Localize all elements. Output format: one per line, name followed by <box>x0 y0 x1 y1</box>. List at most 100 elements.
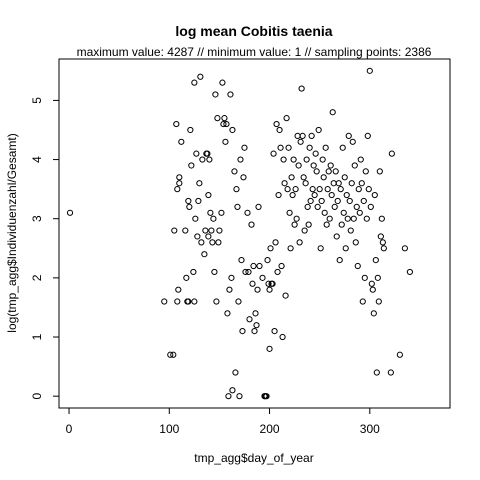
data-point <box>307 197 314 205</box>
data-point <box>161 298 168 305</box>
data-point <box>202 227 209 234</box>
data-point <box>316 186 323 193</box>
data-point <box>315 126 322 134</box>
data-point <box>286 209 293 216</box>
data-point <box>285 144 292 151</box>
data-point <box>358 180 365 187</box>
data-point <box>360 197 367 205</box>
data-point <box>264 257 271 264</box>
data-point <box>237 156 244 163</box>
data-point <box>173 120 180 128</box>
data-point <box>292 186 299 193</box>
data-point <box>287 245 294 252</box>
data-point <box>278 262 285 270</box>
x-tick-label: 300 <box>360 422 380 436</box>
data-point <box>242 268 249 276</box>
x-tick-label: 100 <box>159 422 179 436</box>
x-axis-label: tmp_agg$day_of_year <box>194 451 313 465</box>
data-point <box>373 369 380 376</box>
data-point <box>279 333 286 341</box>
data-point <box>206 156 213 163</box>
data-point <box>319 156 326 163</box>
data-point <box>267 245 274 252</box>
data-point <box>213 298 220 305</box>
data-point <box>220 120 227 128</box>
data-point <box>289 191 296 199</box>
data-point <box>329 109 336 116</box>
data-point <box>332 168 339 175</box>
data-point <box>290 156 297 163</box>
data-point <box>282 292 289 299</box>
data-point <box>229 387 236 394</box>
y-axis: 0 1 2 3 4 5 <box>30 97 59 400</box>
data-point <box>313 168 320 175</box>
y-tick-label: 0 <box>30 393 44 400</box>
data-point <box>401 245 408 252</box>
data-point <box>340 209 347 216</box>
data-point <box>312 150 319 157</box>
data-point <box>211 268 218 276</box>
data-point <box>344 215 351 222</box>
data-point <box>263 393 270 400</box>
data-point <box>348 180 355 187</box>
data-point <box>327 162 334 169</box>
chart-title: log mean Cobitis taenia <box>175 23 332 39</box>
data-point <box>178 138 185 145</box>
data-point <box>239 328 246 335</box>
data-point <box>298 85 305 92</box>
data-point <box>66 209 74 216</box>
data-point <box>281 180 288 187</box>
data-point <box>308 132 315 139</box>
x-tick-label: 200 <box>260 422 280 436</box>
data-point <box>224 310 231 317</box>
data-point <box>324 186 331 193</box>
data-point <box>333 233 340 240</box>
data-point <box>376 168 383 175</box>
y-tick-label: 4 <box>30 156 44 163</box>
data-point <box>193 150 200 157</box>
data-point <box>272 239 279 246</box>
data-point <box>367 203 374 210</box>
data-point <box>245 268 252 276</box>
y-tick-label: 3 <box>30 215 44 222</box>
data-point <box>326 215 333 222</box>
data-point <box>231 168 238 175</box>
data-point <box>337 186 344 193</box>
data-point <box>194 233 201 240</box>
data-point <box>233 186 240 193</box>
data-point <box>176 174 183 181</box>
data-point <box>347 227 354 234</box>
data-point <box>345 132 352 139</box>
data-point <box>325 168 332 175</box>
data-point <box>317 245 324 252</box>
data-point <box>201 251 208 258</box>
data-point <box>221 115 228 122</box>
data-point <box>174 298 181 305</box>
data-point <box>205 233 212 240</box>
data-point <box>276 126 283 134</box>
data-point <box>362 168 369 175</box>
y-tick-label: 2 <box>30 274 44 281</box>
data-point <box>240 174 247 181</box>
data-point <box>186 203 193 210</box>
data-point <box>266 286 273 293</box>
data-point <box>256 262 263 270</box>
data-point <box>259 274 266 281</box>
data-point <box>372 257 379 264</box>
data-point <box>255 203 262 210</box>
data-point <box>339 144 346 151</box>
chart-subtitle: maximum value: 4287 // minimum value: 1 … <box>77 45 432 59</box>
data-point <box>359 298 366 305</box>
data-point <box>406 268 413 276</box>
data-point <box>214 115 221 122</box>
y-tick-label: 5 <box>30 97 44 104</box>
data-point <box>225 393 232 400</box>
data-point <box>380 245 387 252</box>
data-point <box>219 79 226 86</box>
data-point <box>365 186 372 193</box>
data-point <box>323 221 330 228</box>
data-point <box>275 191 282 199</box>
data-point <box>251 328 258 335</box>
data-point <box>228 274 235 281</box>
